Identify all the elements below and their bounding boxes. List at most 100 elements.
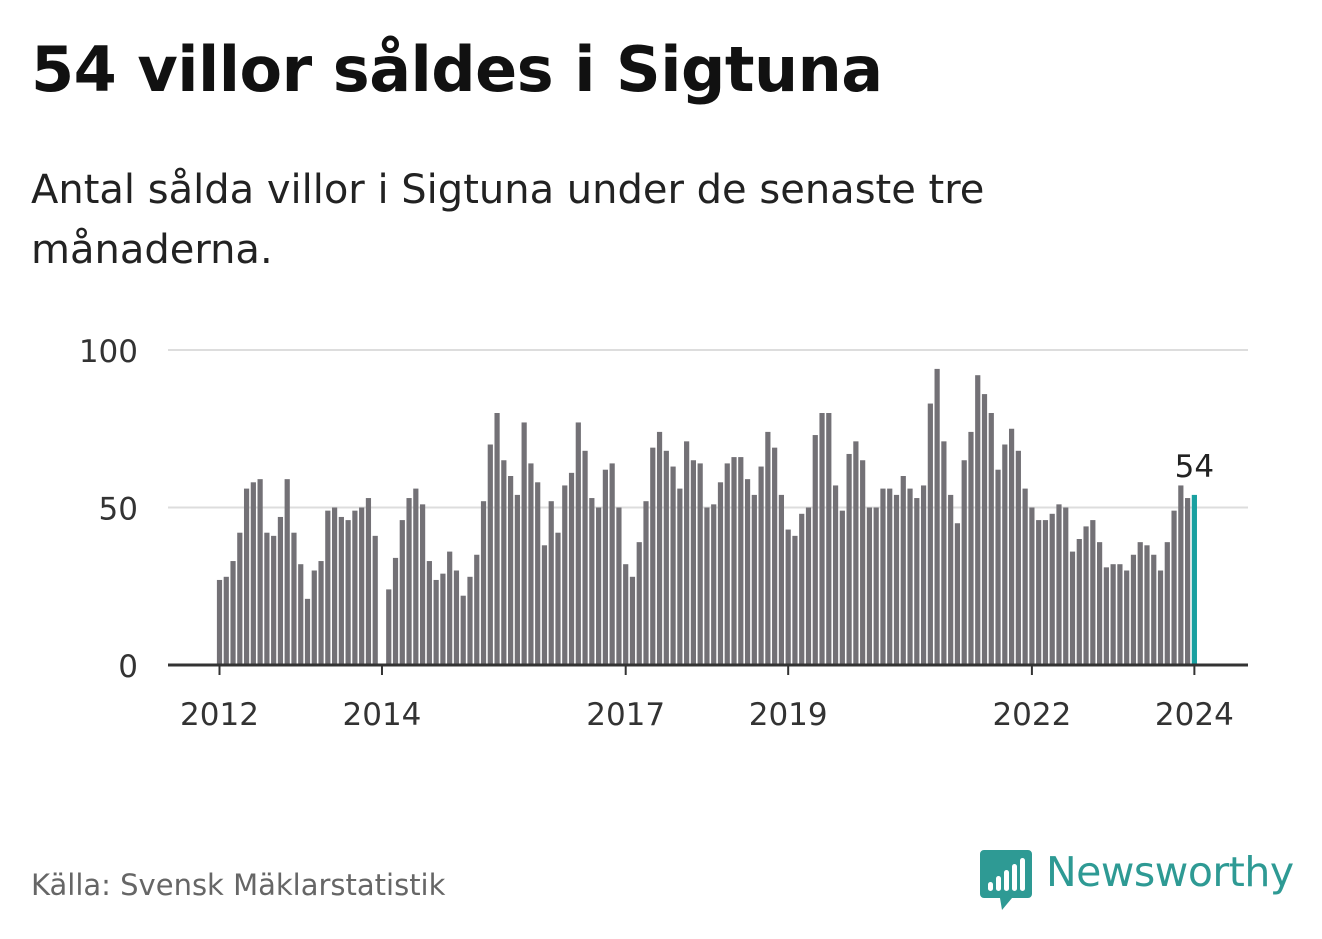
bar	[508, 476, 514, 665]
bar	[927, 403, 933, 665]
x-tick-label: 2014	[343, 697, 422, 733]
bar	[839, 510, 845, 665]
bar	[690, 460, 696, 665]
bar	[257, 479, 263, 665]
bar	[433, 579, 439, 665]
bar	[751, 494, 757, 665]
bar	[447, 551, 453, 665]
x-tick-label: 2022	[992, 697, 1071, 733]
bar	[298, 564, 304, 665]
bar	[352, 510, 358, 665]
highlight-value-label: 54	[1175, 449, 1214, 485]
bar	[772, 447, 778, 665]
bar	[643, 501, 649, 665]
y-tick-label: 50	[99, 492, 138, 528]
bar	[1130, 554, 1137, 665]
bar	[501, 460, 507, 665]
bar	[663, 450, 669, 665]
source-note: Källa: Svensk Mäklarstatistik	[31, 868, 446, 902]
bar	[1124, 570, 1130, 665]
bar	[325, 510, 331, 665]
bar	[494, 413, 500, 665]
bar	[413, 488, 419, 665]
bar	[765, 431, 771, 665]
bar	[1144, 545, 1150, 665]
bar	[812, 435, 818, 665]
bar	[711, 504, 717, 665]
bar	[1110, 564, 1116, 665]
bar	[1185, 498, 1191, 665]
bar	[1097, 542, 1103, 665]
bar	[1002, 444, 1008, 665]
bar	[440, 573, 446, 665]
bar	[467, 576, 473, 665]
bar	[656, 431, 663, 665]
bar	[792, 535, 798, 665]
bar	[1090, 520, 1096, 665]
bar	[392, 557, 399, 665]
x-tick-label: 2017	[586, 697, 665, 733]
bar	[778, 494, 785, 665]
bar	[819, 413, 825, 665]
bar	[846, 453, 852, 665]
bar	[609, 463, 615, 665]
bar	[1164, 542, 1170, 665]
bar	[684, 441, 690, 665]
bar	[568, 472, 575, 665]
bar	[677, 488, 683, 665]
bar	[311, 570, 317, 665]
bar	[941, 441, 947, 665]
bar	[1151, 554, 1157, 665]
bar	[907, 488, 913, 665]
bar	[981, 394, 988, 665]
bar	[345, 520, 351, 665]
bar	[860, 460, 866, 665]
bar	[460, 595, 466, 665]
bar	[535, 482, 541, 665]
bar	[1171, 510, 1177, 665]
bar	[968, 431, 974, 665]
bar	[920, 485, 927, 665]
bar	[555, 532, 561, 665]
bar	[541, 545, 548, 665]
bar	[596, 507, 602, 665]
bar-chart: 0 50 100 2012 2014 2017 2019 2022 2024 54	[79, 334, 1248, 733]
bar	[1029, 507, 1035, 665]
bar	[853, 441, 859, 665]
bar	[1042, 520, 1049, 665]
newsworthy-logo-icon	[980, 850, 1032, 910]
bar	[1103, 567, 1109, 665]
bar	[237, 532, 243, 665]
bar	[914, 498, 920, 665]
bar	[487, 444, 493, 665]
highlight-bar	[1191, 494, 1197, 665]
bar	[650, 447, 656, 665]
bar	[954, 523, 961, 665]
bar	[785, 529, 791, 665]
bar	[271, 535, 277, 665]
bar	[948, 494, 954, 665]
bar	[365, 498, 372, 665]
bar	[887, 488, 893, 665]
bar	[474, 554, 480, 665]
bar	[629, 576, 636, 665]
bar	[426, 561, 432, 665]
bar	[697, 463, 703, 665]
bar	[975, 375, 981, 665]
bar	[1063, 507, 1069, 665]
bar	[304, 598, 311, 665]
bar	[1076, 539, 1082, 665]
x-tick-label: 2019	[749, 697, 828, 733]
bar	[893, 494, 900, 665]
bar	[264, 532, 270, 665]
bar	[724, 463, 730, 665]
y-tick-label: 100	[79, 334, 138, 370]
bar	[1036, 520, 1042, 665]
brand-name: Newsworthy	[1046, 848, 1294, 896]
bar	[880, 488, 886, 665]
bar	[291, 532, 297, 665]
bar	[277, 516, 284, 665]
bar	[1117, 564, 1123, 665]
bar	[562, 485, 568, 665]
bar	[670, 466, 676, 665]
